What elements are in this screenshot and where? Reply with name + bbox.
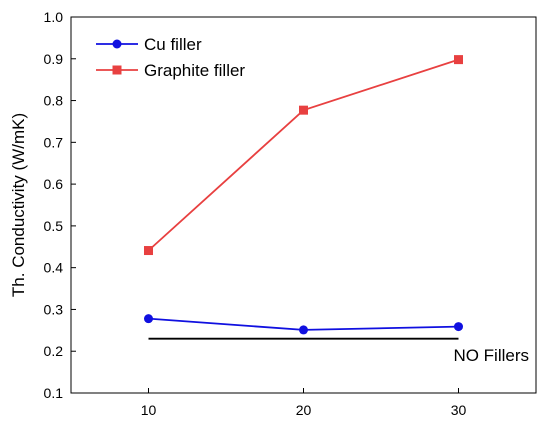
y-tick-label: 0.7 (44, 134, 64, 150)
y-tick-label: 0.1 (44, 385, 64, 401)
y-axis-ticks: 0.1 0.2 0.3 0.4 0.5 0.6 0.7 0.8 0.9 1.0 (44, 9, 76, 401)
y-tick-label: 0.8 (44, 93, 64, 109)
legend-item: Graphite filler (96, 61, 245, 80)
x-axis-ticks: 10 20 30 (141, 388, 467, 418)
y-axis-label: Th. Conductivity (W/mK) (9, 113, 28, 297)
y-tick-label: 0.4 (44, 260, 64, 276)
series-1 (144, 55, 463, 256)
y-tick-label: 0.3 (44, 301, 64, 317)
legend-marker (112, 65, 122, 75)
series-0 (144, 314, 463, 335)
y-tick-label: 0.9 (44, 51, 64, 67)
legend-label: Graphite filler (144, 61, 245, 80)
series-group (144, 55, 463, 335)
y-tick-label: 0.6 (44, 176, 64, 192)
data-point (299, 325, 308, 335)
y-tick-label: 1.0 (44, 9, 64, 25)
reference-line-group: NO Fillers (148, 337, 529, 365)
data-point (144, 246, 153, 256)
legend-item: Cu filler (96, 35, 202, 54)
y-tick-label: 0.2 (44, 343, 64, 359)
legend-label: Cu filler (144, 35, 202, 54)
data-point (454, 55, 463, 65)
series-line (147, 58, 459, 252)
x-tick-label: 20 (296, 402, 312, 418)
data-point (144, 314, 153, 324)
legend-marker (112, 39, 122, 49)
x-tick-label: 30 (451, 402, 467, 418)
data-point (299, 105, 308, 115)
y-tick-label: 0.5 (44, 218, 64, 234)
reference-line-label: NO Fillers (453, 346, 529, 365)
data-point (454, 322, 463, 332)
legend: Cu filler Graphite filler (96, 35, 245, 80)
plot-frame (70, 16, 537, 394)
x-tick-label: 10 (141, 402, 157, 418)
